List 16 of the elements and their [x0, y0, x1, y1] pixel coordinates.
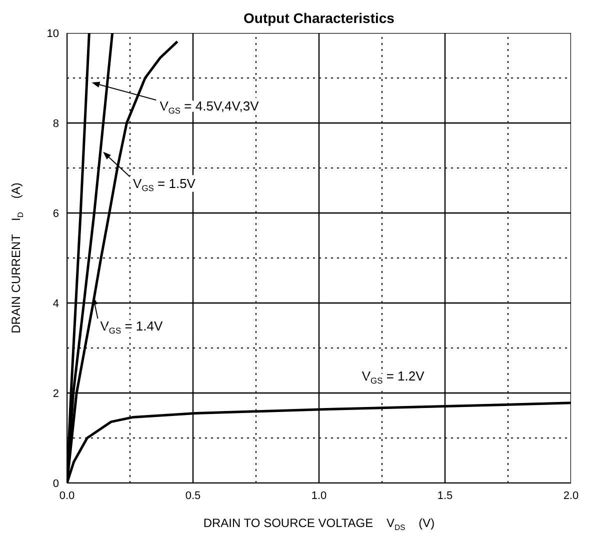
text: DRAIN TO SOURCE VOLTAGE V$_{DS}$ (V)	[203, 516, 435, 532]
x-tick-label: 0.5	[185, 490, 201, 502]
y-tick-label: 10	[46, 28, 59, 40]
y-tick-label: 8	[52, 118, 59, 130]
annotation: V$_{GS}$ = 1.4V	[100, 318, 163, 336]
x-tick-label: 0.0	[59, 490, 75, 502]
y-tick-label: 2	[52, 388, 59, 400]
x-tick-label: 2.0	[563, 490, 579, 502]
y-tick-label: 0	[52, 478, 59, 490]
chart-title: Output Characteristics	[244, 10, 395, 26]
x-tick-label: 1.0	[311, 490, 327, 502]
y-tick-label: 6	[52, 208, 59, 220]
annotation: V$_{GS}$ = 4.5V,4V,3V	[160, 98, 260, 116]
y-tick-label: 4	[52, 298, 59, 310]
annotation: V$_{GS}$ = 1.2V	[362, 368, 425, 386]
x-tick-label: 1.5	[437, 490, 453, 502]
